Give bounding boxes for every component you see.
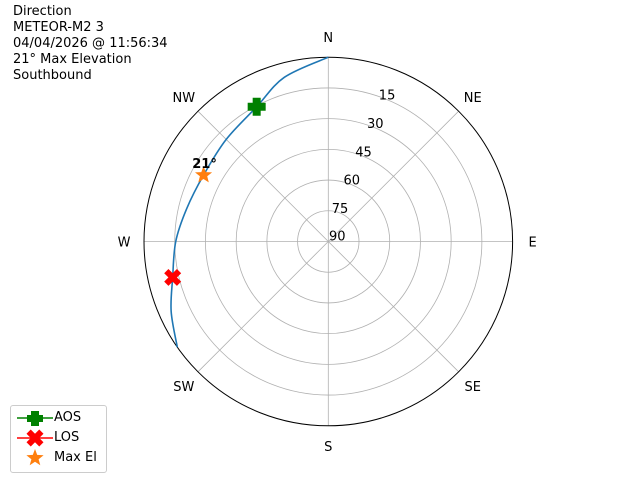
max-el-marker — [195, 166, 213, 183]
star-marker-icon — [26, 449, 44, 466]
x-marker-icon — [17, 429, 53, 447]
radial-tick-label: 90 — [329, 230, 346, 245]
direction-label: S — [324, 440, 332, 455]
outer-frame — [143, 56, 514, 427]
direction-label: W — [118, 236, 131, 251]
direction-label: SW — [173, 380, 194, 395]
direction-label: SE — [465, 380, 481, 395]
direction-label: NE — [464, 91, 482, 106]
direction-label: NW — [173, 91, 196, 106]
los-marker — [164, 268, 182, 286]
legend-label: Max El — [54, 450, 97, 465]
legend-item-max-el: Max El — [11, 448, 106, 468]
grid-spoke — [328, 241, 459, 373]
radial-tick-label: 75 — [332, 202, 349, 217]
aos-marker — [247, 97, 266, 116]
legend-item-aos: AOS — [11, 408, 106, 428]
legend-label: AOS — [54, 410, 82, 425]
radial-tick-label: 15 — [379, 89, 396, 104]
grid-spoke — [197, 241, 329, 373]
satellite-track — [170, 56, 329, 348]
grid-spoke — [328, 110, 459, 242]
grid-spoke — [197, 110, 329, 242]
radial-tick-label: 60 — [344, 174, 361, 189]
legend: AOS LOS Max El — [10, 405, 107, 473]
direction-label: N — [323, 31, 333, 46]
max-el-label: 21° — [192, 157, 217, 172]
radial-tick-label: 45 — [355, 145, 372, 160]
radial-tick-label: 30 — [367, 117, 384, 132]
legend-item-los: LOS — [11, 428, 106, 448]
chart-title: Direction METEOR-M2 3 04/04/2026 @ 11:56… — [13, 4, 168, 83]
legend-label: LOS — [54, 430, 80, 445]
plus-marker-icon — [17, 411, 53, 426]
direction-label: E — [528, 236, 536, 251]
